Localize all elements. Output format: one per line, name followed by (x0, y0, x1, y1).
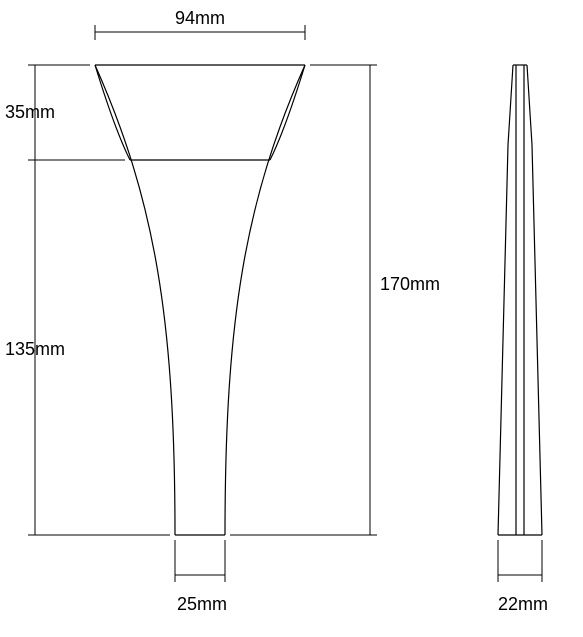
front-right-curve (225, 65, 305, 535)
dim-lower-label: 135mm (5, 339, 65, 359)
side-outer-right (532, 145, 542, 535)
dim-top-label: 94mm (175, 8, 225, 28)
dim-upper-label: 35mm (5, 102, 55, 122)
side-upper-left (508, 65, 513, 145)
front-inner-right (270, 65, 305, 160)
dim-bfront-label: 25mm (177, 594, 227, 614)
technical-drawing: 94mm 35mm 135mm 170mm 25mm 22mm (0, 0, 583, 637)
front-left-curve (95, 65, 175, 535)
dim-total-label: 170mm (380, 274, 440, 294)
side-upper-right (527, 65, 532, 145)
front-inner-left (95, 65, 130, 160)
side-outer-left (498, 145, 508, 535)
dim-bside-label: 22mm (498, 594, 548, 614)
